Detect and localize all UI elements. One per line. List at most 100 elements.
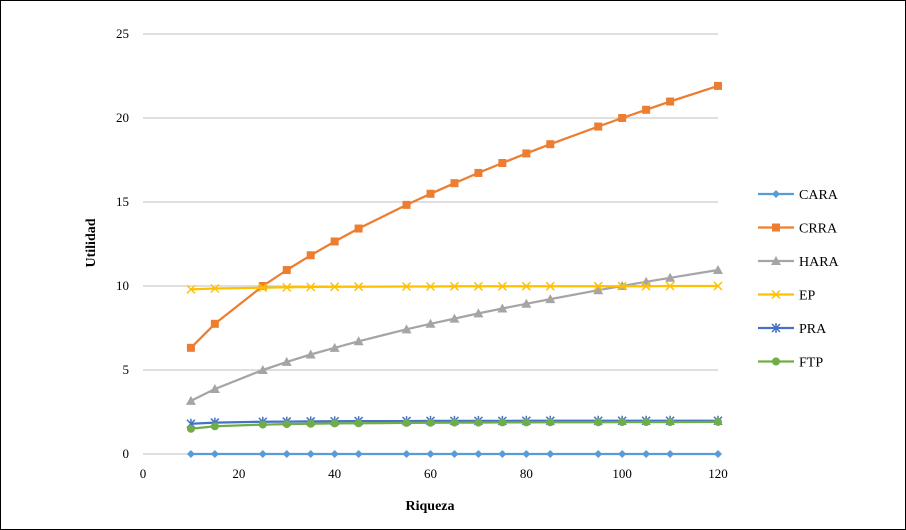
data-point-marker bbox=[617, 281, 627, 291]
data-point-marker bbox=[522, 418, 531, 427]
data-point-marker bbox=[210, 422, 219, 431]
data-point-marker bbox=[210, 450, 219, 458]
axes: 0 5 10 15 20 25 0 20 40 60 80 100 120 bbox=[116, 26, 728, 481]
data-point-marker bbox=[450, 450, 459, 458]
data-point-marker bbox=[425, 281, 436, 292]
data-point-marker bbox=[354, 224, 363, 233]
data-point-marker bbox=[210, 283, 220, 294]
data-point-marker bbox=[306, 419, 315, 428]
data-point-marker bbox=[771, 256, 781, 265]
x-axis-title: Riqueza bbox=[406, 499, 455, 514]
data-point-marker bbox=[641, 281, 651, 291]
x-tick-label: 100 bbox=[612, 466, 632, 481]
data-point-marker bbox=[330, 419, 339, 428]
y-tick-label: 25 bbox=[116, 26, 129, 41]
data-point-marker bbox=[473, 281, 483, 291]
legend-item-hara: HARA bbox=[758, 255, 840, 270]
data-point-marker bbox=[642, 418, 651, 427]
data-point-marker bbox=[257, 365, 268, 374]
y-tick-label: 20 bbox=[116, 110, 129, 125]
data-point-marker bbox=[354, 282, 364, 292]
data-point-marker bbox=[666, 97, 675, 106]
data-point-marker bbox=[306, 282, 316, 292]
data-point-marker bbox=[186, 450, 195, 458]
data-point-marker bbox=[258, 283, 268, 293]
legend-item-cara: CARA bbox=[758, 188, 839, 203]
data-point-marker bbox=[450, 179, 459, 188]
data-point-marker bbox=[282, 266, 291, 275]
data-point-marker bbox=[713, 281, 723, 291]
data-point-marker bbox=[426, 189, 435, 198]
data-point-marker bbox=[771, 323, 781, 333]
data-point-marker bbox=[282, 282, 292, 292]
legend-label: FTP bbox=[799, 356, 823, 371]
data-point-marker bbox=[474, 168, 483, 177]
legend-label: HARA bbox=[799, 255, 840, 270]
data-point-marker bbox=[593, 285, 604, 295]
data-point-marker bbox=[593, 281, 603, 291]
data-point-marker bbox=[426, 418, 435, 427]
x-tick-label: 20 bbox=[232, 466, 245, 481]
data-point-marker bbox=[546, 418, 555, 427]
data-point-marker bbox=[210, 319, 219, 328]
data-point-marker bbox=[329, 342, 340, 352]
y-axis-title: Utilidad bbox=[84, 218, 99, 267]
legend-item-crra: CRRA bbox=[758, 222, 838, 237]
x-tick-label: 120 bbox=[708, 466, 728, 481]
data-point-marker bbox=[281, 356, 292, 366]
data-point-marker bbox=[186, 343, 195, 352]
series-line bbox=[190, 84, 719, 349]
data-point-marker bbox=[401, 324, 412, 334]
data-point-marker bbox=[498, 450, 507, 458]
data-point-marker bbox=[545, 281, 555, 291]
data-point-marker bbox=[258, 282, 267, 290]
data-point-marker bbox=[594, 450, 603, 458]
series-group bbox=[185, 81, 723, 458]
data-point-marker bbox=[354, 450, 363, 458]
data-point-marker bbox=[594, 122, 603, 131]
data-point-marker bbox=[618, 114, 627, 122]
data-point-marker bbox=[258, 450, 267, 458]
legend-label: EP bbox=[799, 289, 816, 304]
legend-item-ftp: FTP bbox=[758, 356, 823, 371]
data-point-marker bbox=[522, 149, 531, 158]
data-point-marker bbox=[642, 450, 651, 458]
data-point-marker bbox=[772, 223, 780, 232]
data-point-marker bbox=[402, 418, 411, 427]
series-line bbox=[190, 268, 719, 402]
data-point-marker bbox=[666, 450, 675, 458]
legend-label: PRA bbox=[799, 322, 827, 337]
legend: CARA CRRA HARA EP PRA FTP bbox=[758, 188, 840, 371]
data-point-marker bbox=[498, 159, 507, 168]
y-tick-label: 0 bbox=[123, 446, 130, 461]
data-point-marker bbox=[665, 272, 676, 282]
series-cara bbox=[186, 450, 722, 458]
legend-item-pra: PRA bbox=[758, 322, 827, 337]
legend-label: CRRA bbox=[799, 222, 838, 237]
data-point-marker bbox=[714, 450, 722, 458]
data-point-marker bbox=[449, 281, 459, 291]
data-point-marker bbox=[714, 417, 722, 426]
x-tick-label: 80 bbox=[520, 466, 533, 481]
data-point-marker bbox=[665, 281, 675, 291]
data-point-marker bbox=[545, 294, 556, 304]
series-ep bbox=[186, 281, 723, 294]
data-point-marker bbox=[594, 418, 603, 427]
data-point-marker bbox=[306, 450, 315, 458]
y-tick-label: 5 bbox=[123, 362, 130, 377]
data-point-marker bbox=[522, 450, 531, 458]
data-point-marker bbox=[330, 237, 339, 246]
data-point-marker bbox=[402, 281, 412, 292]
data-point-marker bbox=[450, 418, 459, 427]
data-point-marker bbox=[353, 336, 364, 346]
data-point-marker bbox=[498, 418, 507, 427]
legend-label: CARA bbox=[799, 188, 839, 203]
data-point-marker bbox=[426, 450, 435, 458]
data-point-marker bbox=[330, 282, 340, 292]
data-point-marker bbox=[330, 450, 339, 458]
data-point-marker bbox=[186, 424, 195, 433]
legend-item-ep: EP bbox=[758, 289, 816, 304]
data-point-marker bbox=[402, 200, 411, 209]
